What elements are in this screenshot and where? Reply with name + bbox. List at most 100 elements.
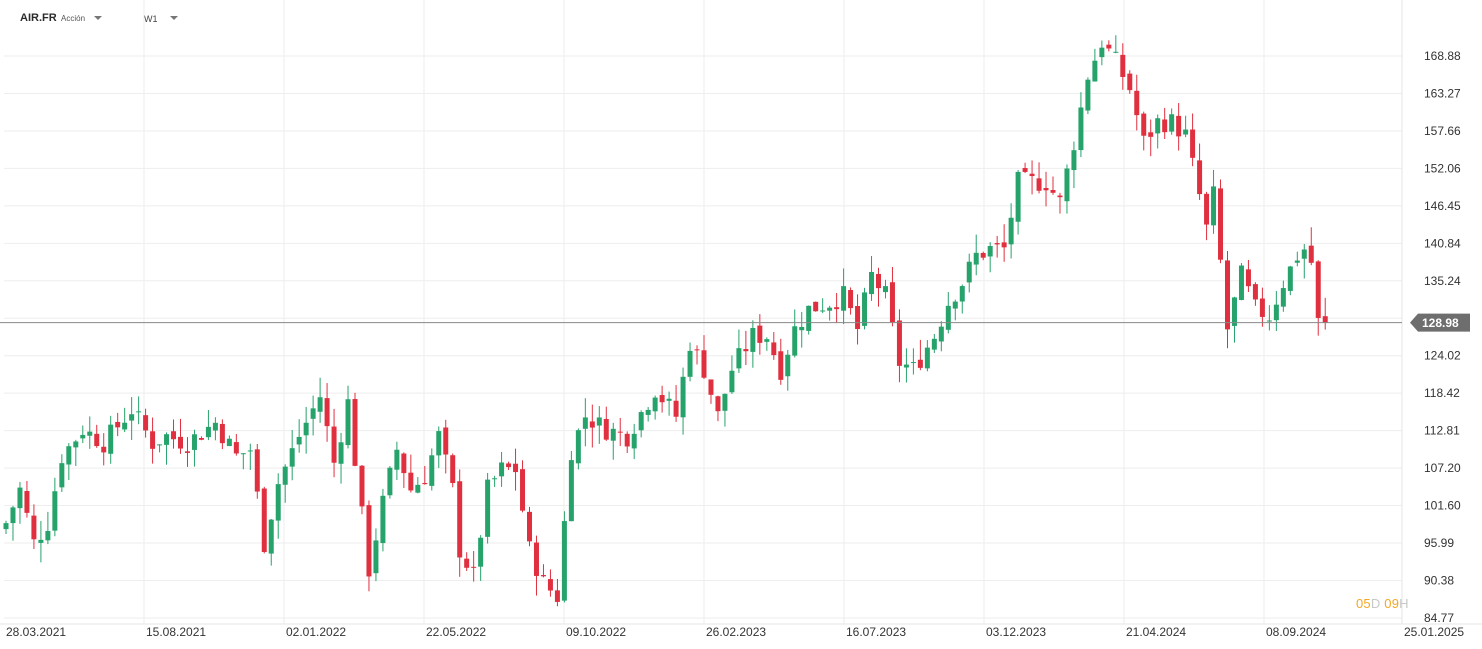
candle[interactable] — [429, 448, 435, 491]
candle[interactable] — [722, 393, 728, 427]
candle[interactable] — [59, 454, 65, 493]
candle[interactable] — [848, 287, 854, 315]
candle[interactable] — [980, 251, 986, 261]
candle[interactable] — [582, 398, 588, 447]
candle[interactable] — [701, 335, 707, 380]
candle[interactable] — [527, 506, 532, 547]
timeframe-selector[interactable]: W1 — [144, 14, 158, 24]
candle[interactable] — [827, 305, 833, 321]
candle[interactable] — [457, 469, 463, 577]
candle[interactable] — [813, 301, 819, 312]
symbol-dropdown-caret-icon[interactable] — [94, 16, 102, 20]
candle[interactable] — [987, 242, 993, 273]
candle[interactable] — [164, 432, 170, 465]
candle[interactable] — [547, 569, 553, 597]
candle[interactable] — [806, 305, 812, 335]
candle[interactable] — [694, 345, 700, 365]
candle[interactable] — [687, 342, 693, 382]
candle[interactable] — [729, 355, 735, 394]
candle[interactable] — [212, 417, 218, 441]
candle[interactable] — [1085, 77, 1091, 115]
candle[interactable] — [408, 454, 414, 493]
candle[interactable] — [1078, 92, 1084, 158]
candle[interactable] — [931, 333, 937, 353]
candle[interactable] — [568, 450, 574, 522]
candle[interactable] — [450, 453, 456, 488]
candle[interactable] — [324, 383, 330, 442]
candle[interactable] — [380, 488, 386, 552]
candle[interactable] — [764, 337, 770, 351]
candle[interactable] — [910, 348, 916, 375]
candle[interactable] — [17, 481, 23, 524]
candle[interactable] — [680, 367, 686, 435]
candle[interactable] — [1204, 191, 1210, 241]
candle[interactable] — [310, 395, 316, 436]
candle[interactable] — [24, 480, 30, 518]
candle[interactable] — [778, 338, 784, 385]
candle[interactable] — [1218, 179, 1224, 264]
candle[interactable] — [1231, 296, 1237, 343]
candle[interactable] — [540, 564, 546, 578]
candle[interactable] — [492, 475, 498, 487]
candle[interactable] — [443, 419, 449, 474]
candle[interactable] — [959, 284, 965, 314]
candle[interactable] — [499, 451, 505, 487]
candle[interactable] — [896, 309, 902, 383]
candle[interactable] — [1001, 224, 1007, 262]
candle[interactable] — [520, 460, 526, 513]
candle[interactable] — [94, 424, 100, 448]
candle[interactable] — [10, 505, 16, 541]
candle[interactable] — [129, 397, 135, 440]
candle[interactable] — [275, 473, 281, 539]
candle[interactable] — [436, 426, 442, 468]
candle[interactable] — [1176, 103, 1182, 151]
candle[interactable] — [1315, 260, 1321, 336]
candle[interactable] — [659, 385, 665, 413]
candle[interactable] — [1294, 251, 1300, 267]
candle[interactable] — [1071, 141, 1077, 189]
candle[interactable] — [952, 299, 958, 321]
candle[interactable] — [373, 528, 379, 582]
candle[interactable] — [966, 253, 972, 293]
candle[interactable] — [1141, 111, 1147, 151]
candle[interactable] — [994, 235, 1000, 258]
candle[interactable] — [1211, 169, 1217, 234]
candle[interactable] — [924, 340, 930, 372]
candle[interactable] — [471, 551, 477, 582]
candle[interactable] — [191, 429, 197, 467]
candle[interactable] — [1155, 114, 1161, 149]
candle[interactable] — [1308, 227, 1314, 266]
candle[interactable] — [533, 535, 539, 596]
candle[interactable] — [561, 511, 567, 603]
candle[interactable] — [1134, 74, 1140, 131]
candle[interactable] — [1287, 265, 1293, 296]
candle[interactable] — [785, 349, 791, 391]
candle[interactable] — [603, 406, 609, 441]
candle[interactable] — [157, 444, 163, 453]
candle[interactable] — [1259, 287, 1265, 327]
candle[interactable] — [478, 535, 484, 581]
candle[interactable] — [589, 404, 595, 448]
candle[interactable] — [254, 443, 260, 499]
candle[interactable] — [862, 287, 868, 330]
candle[interactable] — [938, 321, 944, 352]
candle[interactable] — [973, 234, 979, 276]
candle[interactable] — [261, 486, 267, 554]
candle[interactable] — [289, 430, 295, 481]
candle[interactable] — [233, 433, 239, 456]
candle[interactable] — [52, 477, 58, 537]
candle[interactable] — [708, 379, 714, 404]
candle[interactable] — [1183, 115, 1189, 138]
candle[interactable] — [1050, 176, 1056, 195]
candle[interactable] — [1113, 35, 1119, 54]
candle[interactable] — [855, 294, 861, 345]
candle[interactable] — [66, 443, 72, 481]
candle[interactable] — [136, 396, 142, 425]
candle[interactable] — [743, 330, 749, 366]
candle[interactable] — [198, 436, 204, 441]
candle[interactable] — [610, 422, 616, 460]
candle[interactable] — [617, 418, 623, 446]
candle[interactable] — [1266, 305, 1272, 331]
candle[interactable] — [1015, 169, 1021, 235]
candle[interactable] — [73, 439, 79, 466]
